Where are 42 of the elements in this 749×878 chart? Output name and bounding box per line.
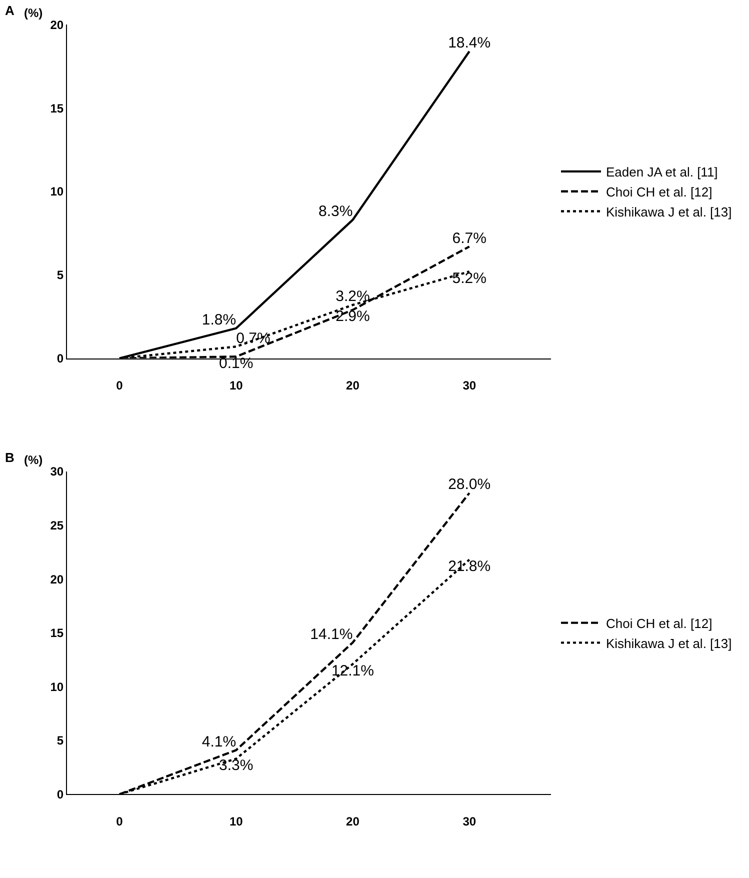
y-tick-label: 5	[56, 268, 64, 282]
x-tick-label: 30	[462, 814, 476, 829]
data-label: 28.0%	[448, 476, 491, 494]
y-tick-label: 25	[50, 518, 64, 532]
legend-label: Eaden JA et al. [11]	[606, 164, 718, 180]
legend-label: Kishikawa J et al. [13]	[606, 204, 732, 220]
data-label: 2.9%	[336, 308, 370, 326]
x-tick-label: 10	[229, 814, 244, 829]
y-tick-label: 0	[56, 352, 64, 366]
y-tick-label: 15	[50, 101, 64, 116]
chart-title: B	[5, 450, 14, 465]
x-tick-label: 30	[462, 378, 476, 393]
data-label: 1.8%	[202, 312, 236, 329]
y-tick-label: 10	[50, 680, 64, 694]
chart-title: A	[5, 3, 15, 18]
data-label: 4.1%	[202, 733, 236, 750]
x-tick-label: 0	[116, 378, 124, 393]
y-tick-label: 20	[50, 572, 64, 586]
legend-label: Choi CH et al. [12]	[606, 184, 712, 200]
data-label: 6.7%	[452, 230, 486, 247]
y-tick-label: 0	[56, 787, 64, 802]
x-tick-label: 20	[346, 378, 360, 393]
data-label: 18.4%	[448, 34, 491, 52]
data-label: 21.8%	[448, 558, 491, 575]
legend-label: Kishikawa J et al. [13]	[606, 636, 732, 651]
x-tick-label: 10	[229, 378, 244, 393]
x-tick-label: 20	[346, 814, 360, 829]
y-tick-label: 20	[50, 18, 64, 32]
y-tick-label: 30	[50, 464, 64, 479]
data-label: 5.2%	[452, 270, 486, 287]
data-label: 14.1%	[310, 626, 353, 643]
data-label: 12.1%	[331, 662, 374, 680]
data-label: 3.3%	[219, 756, 254, 774]
legend-label: Choi CH et al. [12]	[606, 616, 712, 631]
y-axis-title: (%)	[24, 6, 43, 20]
data-label: 8.3%	[318, 203, 353, 220]
y-tick-label: 10	[50, 184, 64, 199]
data-label: 3.2%	[336, 288, 370, 306]
y-tick-label: 15	[50, 626, 64, 640]
y-axis-title: (%)	[24, 453, 43, 467]
y-tick-label: 5	[56, 734, 64, 748]
x-tick-label: 0	[116, 814, 124, 829]
